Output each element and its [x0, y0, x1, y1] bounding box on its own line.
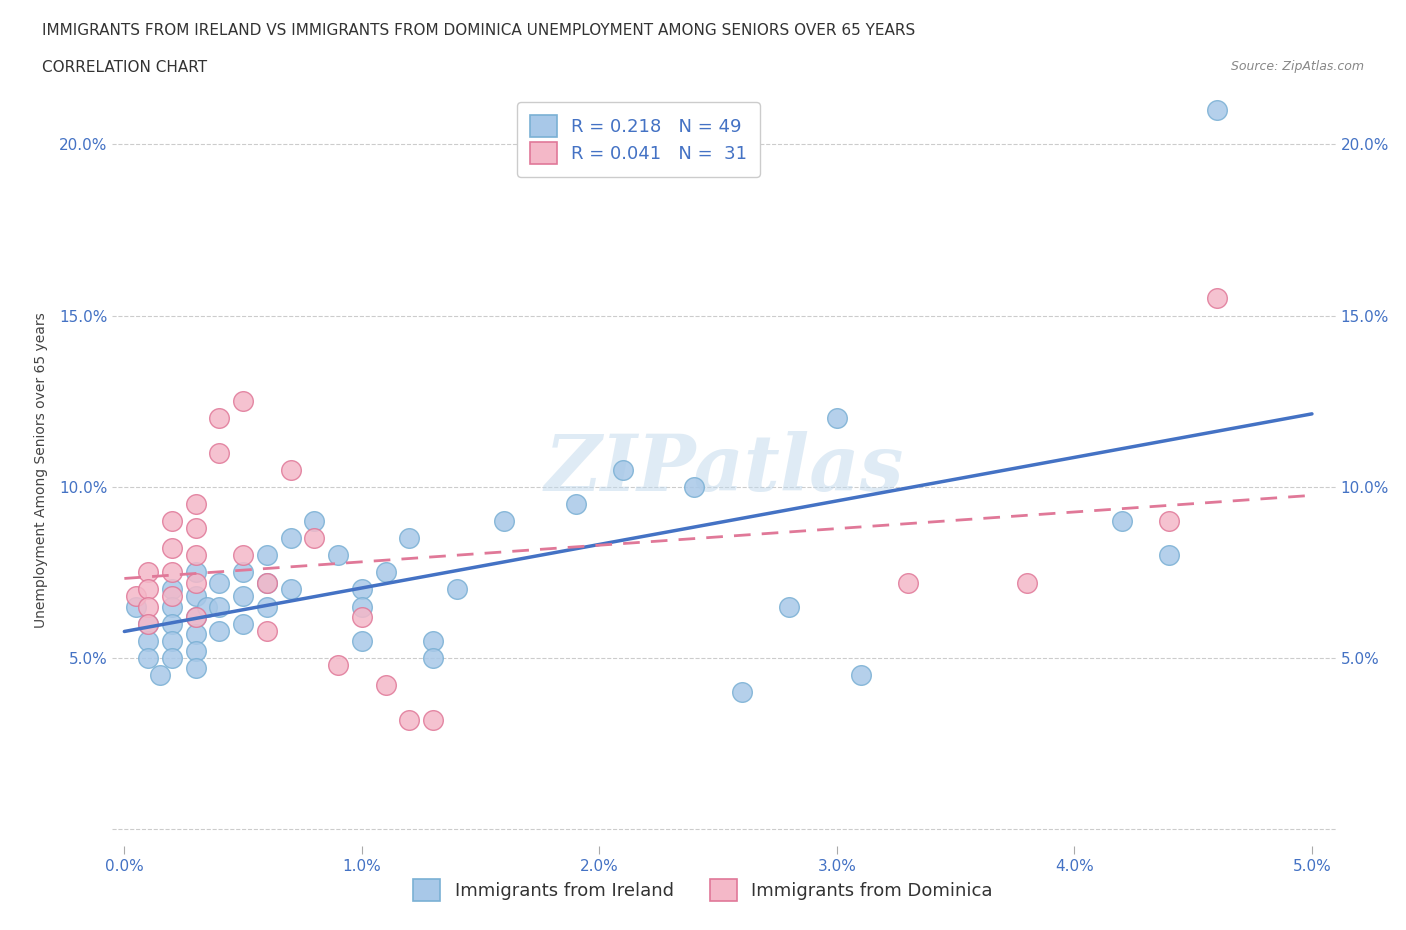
- Point: [232, 617, 254, 631]
- Point: [160, 599, 183, 614]
- Point: [326, 658, 349, 672]
- Point: [160, 565, 183, 579]
- Text: IMMIGRANTS FROM IRELAND VS IMMIGRANTS FROM DOMINICA UNEMPLOYMENT AMONG SENIORS O: IMMIGRANTS FROM IRELAND VS IMMIGRANTS FR…: [42, 23, 915, 38]
- Point: [136, 599, 159, 614]
- Point: [232, 589, 254, 604]
- Point: [184, 644, 207, 658]
- Point: [683, 479, 706, 494]
- Point: [422, 712, 444, 727]
- Point: [136, 617, 159, 631]
- Point: [232, 393, 254, 408]
- Point: [208, 445, 231, 460]
- Point: [136, 633, 159, 648]
- Text: ZIPatlas: ZIPatlas: [544, 432, 904, 508]
- Point: [280, 462, 302, 477]
- Point: [125, 589, 148, 604]
- Point: [1015, 575, 1038, 591]
- Point: [256, 599, 278, 614]
- Point: [374, 565, 396, 579]
- Point: [825, 411, 848, 426]
- Point: [350, 633, 373, 648]
- Point: [184, 589, 207, 604]
- Point: [125, 599, 148, 614]
- Point: [184, 609, 207, 624]
- Point: [208, 411, 231, 426]
- Point: [136, 651, 159, 666]
- Point: [184, 627, 207, 642]
- Text: Source: ZipAtlas.com: Source: ZipAtlas.com: [1230, 60, 1364, 73]
- Point: [374, 678, 396, 693]
- Y-axis label: Unemployment Among Seniors over 65 years: Unemployment Among Seniors over 65 years: [34, 312, 48, 628]
- Point: [1206, 102, 1229, 117]
- Point: [160, 617, 183, 631]
- Point: [564, 497, 586, 512]
- Point: [1111, 513, 1133, 528]
- Point: [136, 565, 159, 579]
- Point: [897, 575, 920, 591]
- Point: [184, 565, 207, 579]
- Point: [184, 575, 207, 591]
- Point: [232, 548, 254, 563]
- Point: [422, 651, 444, 666]
- Point: [184, 497, 207, 512]
- Point: [160, 582, 183, 597]
- Point: [136, 582, 159, 597]
- Point: [398, 531, 420, 546]
- Point: [160, 651, 183, 666]
- Point: [778, 599, 800, 614]
- Point: [731, 684, 754, 699]
- Point: [136, 617, 159, 631]
- Point: [160, 589, 183, 604]
- Point: [350, 599, 373, 614]
- Point: [256, 575, 278, 591]
- Point: [160, 513, 183, 528]
- Point: [232, 565, 254, 579]
- Point: [849, 668, 872, 683]
- Point: [280, 531, 302, 546]
- Point: [184, 661, 207, 676]
- Point: [1159, 513, 1181, 528]
- Point: [208, 623, 231, 638]
- Legend: Immigrants from Ireland, Immigrants from Dominica: Immigrants from Ireland, Immigrants from…: [402, 868, 1004, 911]
- Point: [1159, 548, 1181, 563]
- Text: CORRELATION CHART: CORRELATION CHART: [42, 60, 207, 75]
- Point: [184, 609, 207, 624]
- Point: [422, 633, 444, 648]
- Point: [208, 599, 231, 614]
- Point: [197, 599, 219, 614]
- Point: [304, 531, 326, 546]
- Point: [208, 575, 231, 591]
- Legend: R = 0.218   N = 49, R = 0.041   N =  31: R = 0.218 N = 49, R = 0.041 N = 31: [517, 102, 759, 177]
- Point: [494, 513, 516, 528]
- Point: [256, 575, 278, 591]
- Point: [304, 513, 326, 528]
- Point: [160, 633, 183, 648]
- Point: [612, 462, 634, 477]
- Point: [1206, 291, 1229, 306]
- Point: [149, 668, 172, 683]
- Point: [280, 582, 302, 597]
- Point: [256, 623, 278, 638]
- Point: [256, 548, 278, 563]
- Point: [184, 521, 207, 536]
- Point: [184, 548, 207, 563]
- Point: [398, 712, 420, 727]
- Point: [326, 548, 349, 563]
- Point: [160, 541, 183, 556]
- Point: [350, 609, 373, 624]
- Point: [446, 582, 468, 597]
- Point: [350, 582, 373, 597]
